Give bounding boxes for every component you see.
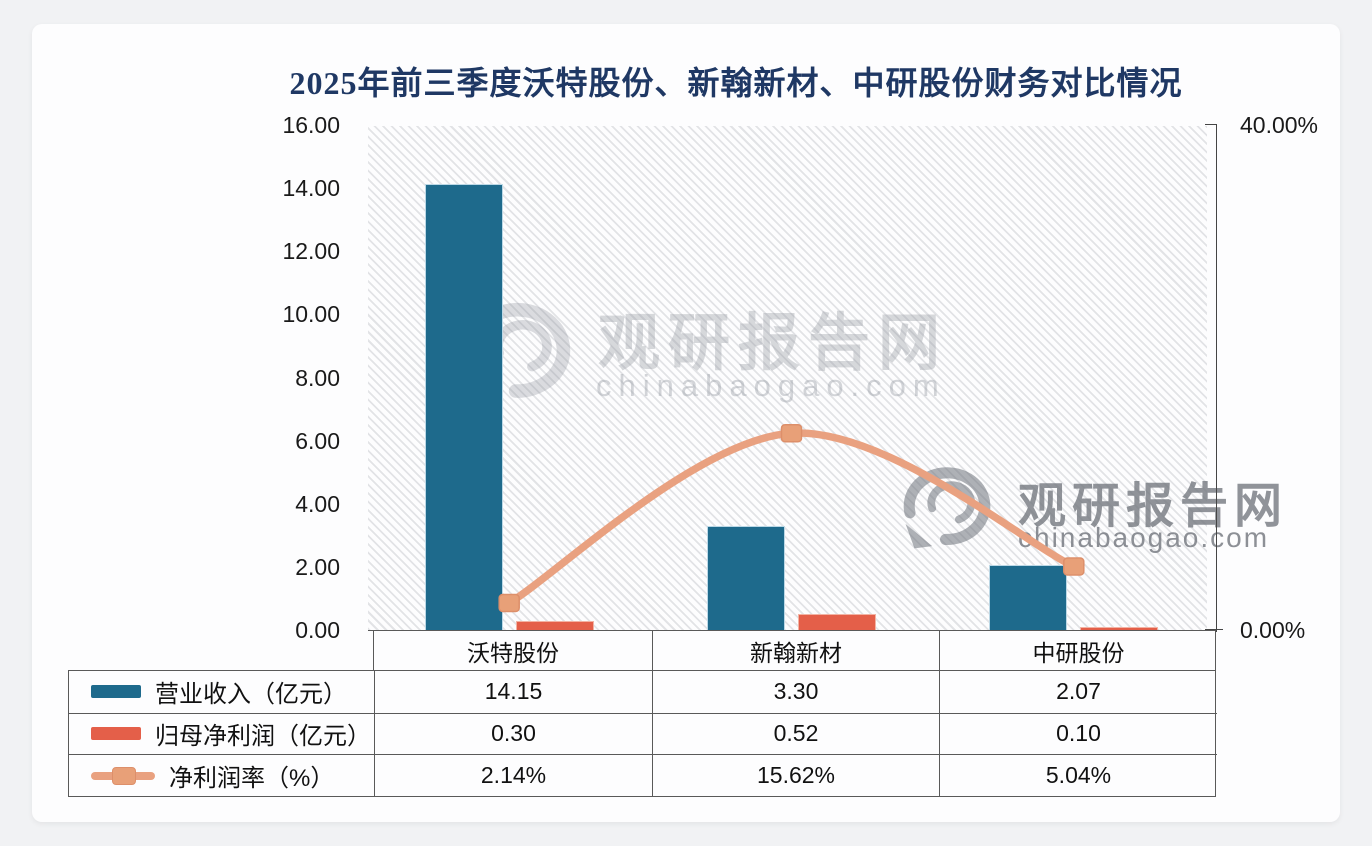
bar-netprofit-xinhan	[797, 613, 876, 630]
net-margin-marker	[780, 423, 803, 443]
left-axis-tick: 8.00	[295, 364, 340, 391]
netmargin-line-swatch-icon	[91, 766, 155, 786]
netprofit-swatch-icon	[91, 727, 141, 741]
table-cell: 0.10	[939, 712, 1217, 755]
revenue-swatch-icon	[91, 685, 141, 699]
bar-revenue-xinhan	[706, 526, 785, 630]
series-label: 营业收入（亿元）	[155, 681, 347, 709]
bar-revenue-zhongyan	[989, 564, 1068, 630]
series-label: 归母净利润（亿元）	[155, 723, 371, 751]
table-cell: 2.07	[939, 671, 1217, 713]
category-label: 新翰新材	[652, 631, 939, 670]
legend-item-netmargin: 净利润率（%）	[69, 754, 374, 796]
legend-item-revenue: 营业收入（亿元）	[69, 671, 374, 713]
net-margin-line-series	[498, 423, 1085, 613]
right-axis-tick: 40.00%	[1240, 112, 1319, 138]
category-column-xinhan	[650, 126, 932, 630]
category-column-wote	[368, 126, 650, 630]
right-axis-tick: 0.00%	[1240, 617, 1306, 643]
left-axis-tick: 6.00	[295, 427, 340, 454]
left-axis-tick: 10.00	[282, 301, 340, 328]
table-cell: 2.14%	[374, 754, 652, 796]
legend-item-netprofit: 归母净利润（亿元）	[69, 712, 374, 755]
plot-area: 观研报告网 chinabaogao.com 观研报告网 chinabaogao.…	[368, 126, 1282, 631]
net-margin-line	[505, 429, 1078, 607]
right-axis-tick-mark	[1205, 124, 1217, 125]
left-axis-tick: 16.00	[282, 112, 340, 138]
left-axis-tick: 0.00	[295, 617, 340, 643]
left-axis-tick: 14.00	[282, 175, 340, 202]
table-cell: 0.30	[374, 712, 652, 755]
data-table: 营业收入（亿元） 14.15 3.30 2.07 归母净利润（亿元） 0.30 …	[68, 670, 1217, 797]
left-axis-tick: 2.00	[295, 553, 340, 580]
table-cell: 3.30	[652, 671, 939, 713]
right-axis-line	[1216, 125, 1217, 632]
net-margin-marker	[1063, 557, 1085, 576]
bar-netprofit-zhongyan	[1080, 626, 1159, 630]
chart-title: 2025年前三季度沃特股份、新翰新材、中研股份财务对比情况	[289, 65, 1183, 101]
net-margin-marker	[498, 593, 520, 613]
left-axis-tick: 4.00	[295, 490, 340, 517]
bar-netprofit-wote	[515, 620, 594, 630]
category-label: 中研股份	[939, 631, 1217, 670]
series-label: 净利润率（%）	[169, 765, 335, 793]
left-axis-tick: 12.00	[282, 238, 340, 265]
category-label: 沃特股份	[467, 639, 559, 666]
plot-hatched-background	[368, 126, 1207, 630]
table-cell: 5.04%	[939, 754, 1217, 796]
left-axis-tick-labels: 16.00 14.00 12.00 10.00 8.00 6.00 4.00 2…	[230, 112, 340, 643]
table-header-row: 沃特股份 新翰新材 中研股份	[373, 630, 1216, 670]
table-cell: 0.52	[652, 712, 939, 755]
category-column-zhongyan	[933, 126, 1215, 630]
right-axis-tick-mark	[1205, 629, 1223, 630]
table-cell: 15.62%	[652, 754, 939, 796]
bar-revenue-wote	[424, 184, 503, 630]
table-cell: 14.15	[374, 671, 652, 713]
